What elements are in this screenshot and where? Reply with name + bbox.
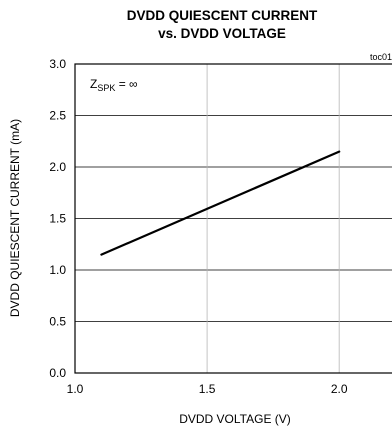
grid (75, 64, 392, 373)
x-tick-label: 1.0 (67, 382, 84, 396)
annotation-base: Z (90, 77, 97, 91)
y-tick-label: 2.0 (49, 160, 66, 174)
x-tick-label: 2.0 (331, 382, 348, 396)
y-tick-label: 1.5 (49, 212, 66, 226)
chart-title-line-2: vs. DVDD VOLTAGE (158, 26, 286, 41)
series (100, 150, 341, 256)
x-tick-labels: 1.0 1.5 2.0 (67, 382, 348, 396)
x-axis-label: DVDD VOLTAGE (V) (179, 412, 291, 426)
annotation-rest: = ∞ (115, 77, 137, 91)
speaker-impedance-annotation: ZSPK = ∞ (90, 77, 138, 93)
y-tick-label: 2.5 (49, 109, 66, 123)
plot-frame (74, 63, 392, 374)
y-tick-labels: 0.0 0.5 1.0 1.5 2.0 2.5 3.0 (49, 57, 66, 380)
y-tick-label: 0.0 (49, 366, 66, 380)
x-tick-label: 1.5 (199, 382, 216, 396)
figure-tag: toc01 (370, 52, 392, 62)
series-line (100, 150, 341, 256)
chart-title-line-1: DVDD QUIESCENT CURRENT (127, 8, 318, 23)
y-tick-label: 3.0 (49, 57, 66, 71)
annotation-subscript: SPK (97, 83, 115, 93)
y-axis-label: DVDD QUIESCENT CURRENT (mA) (8, 119, 22, 317)
y-tick-label: 1.0 (49, 263, 66, 277)
y-tick-label: 0.5 (49, 315, 66, 329)
